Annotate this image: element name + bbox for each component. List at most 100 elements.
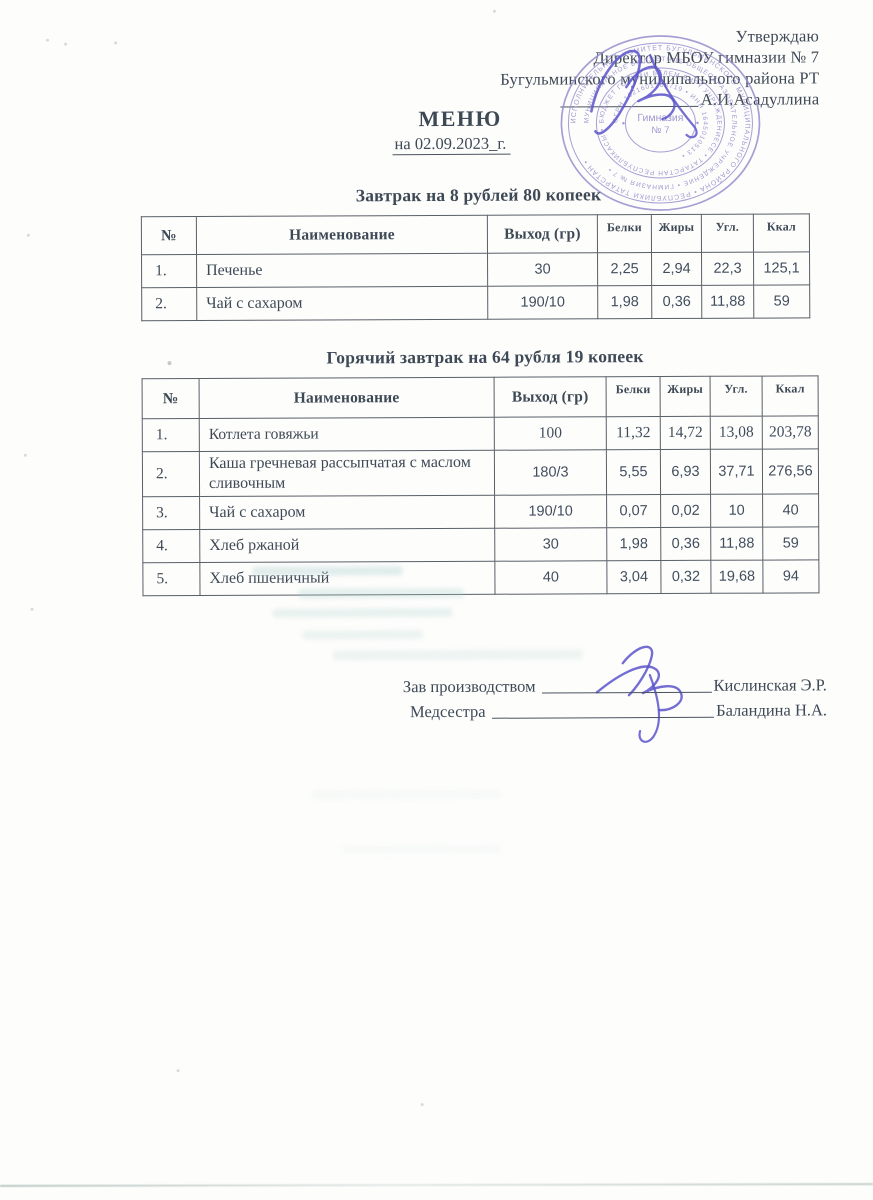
dish-name-cell: Каша гречневая рассыпчатая с маслом слив… (199, 450, 495, 497)
value-cell: 37,71 (710, 449, 763, 495)
value-cell: 0,02 (660, 494, 711, 528)
value-cell: 19,68 (710, 560, 763, 594)
value-cell: 10 (710, 494, 763, 528)
column-header: Угл. (710, 376, 763, 417)
stamp-bullet: • (622, 118, 625, 128)
value-cell: 30 (494, 527, 607, 562)
nurse-signature-row: Медсестра Баландина Н.А. (403, 695, 827, 722)
scan-smudge (311, 789, 502, 800)
column-header: Выход (гр) (494, 376, 607, 418)
value-cell: 190/10 (494, 494, 607, 529)
value-cell: 11,88 (701, 285, 754, 319)
production-manager-label: Зав производством (402, 676, 536, 697)
value-cell: 1,98 (606, 527, 661, 561)
value-cell: 3. (142, 496, 200, 530)
table-row: 4. Хлеб ржаной 30 1,98 0,36 11,88 59 (142, 526, 819, 563)
value-cell: 0,32 (660, 560, 711, 594)
column-header: № (141, 216, 197, 255)
dish-name-cell: Печенье (196, 253, 488, 288)
scan-speck (30, 607, 34, 611)
scan-smudge (298, 587, 464, 599)
value-cell: 40 (762, 493, 819, 528)
scan-speck (64, 42, 68, 46)
column-header: Угл. (701, 214, 754, 253)
dish-name-cell: Хлеб ржаной (199, 528, 495, 563)
scan-smudge (302, 630, 423, 640)
value-cell: 180/3 (494, 449, 607, 496)
scan-speck (23, 453, 27, 457)
value-cell: 4. (142, 529, 200, 563)
table-row: 5. Хлеб пшеничный 40 3,04 0,32 19,68 94 (142, 559, 819, 596)
column-header: Жиры (651, 214, 702, 253)
nurse-label: Медсестра (409, 701, 486, 722)
value-cell: 0,36 (651, 285, 702, 319)
value-cell: 11,88 (710, 527, 763, 561)
column-header: Выход (гр) (487, 214, 598, 254)
table-row: 2. Чай с сахаром 190/10 1,98 0,36 11,88 59 (141, 284, 810, 321)
column-header: Наименование (196, 215, 488, 255)
scan-smudge (272, 607, 453, 618)
stamp-center-line2: № 7 (651, 125, 669, 136)
scan-speck (492, 9, 496, 13)
value-cell: 94 (762, 559, 819, 594)
column-header: Белки (606, 376, 661, 417)
value-cell: 30 (487, 252, 598, 287)
scan-speck (46, 38, 50, 42)
value-cell: 5. (142, 562, 201, 596)
value-cell: 5,55 (606, 449, 661, 495)
value-cell: 59 (762, 526, 819, 561)
column-header: Белки (597, 214, 652, 253)
dish-name-cell: Чай с сахаром (199, 495, 495, 530)
value-cell: 14,72 (660, 416, 711, 450)
column-header: Ккал (753, 213, 810, 253)
value-cell: 100 (494, 416, 607, 451)
scan-speck (167, 361, 172, 366)
column-header: № (142, 378, 200, 419)
breakfast-table: № Наименование Выход (гр) Белки Жиры Угл. Ккал… (141, 213, 810, 321)
value-cell: 125,1 (753, 251, 810, 286)
value-cell: 11,32 (606, 416, 661, 450)
scan-speck (176, 1069, 180, 1073)
scan-smudge (252, 566, 403, 576)
stamp-bullet: • (696, 118, 699, 128)
scan-smudge (332, 649, 583, 661)
page-title: МЕНЮ (418, 105, 502, 132)
table-row: 3. Чай с сахаром 190/10 0,07 0,02 10 40 (142, 493, 819, 530)
value-cell: 40 (494, 560, 607, 595)
menu-date: на 02.09.2023_г. (392, 133, 511, 156)
scan-speck (420, 1103, 424, 1107)
hot-breakfast-table: № Наименование Выход (гр) Белки Жиры Угл. Ккал… (142, 375, 820, 596)
value-cell: 1. (141, 254, 197, 288)
value-cell: 0,36 (660, 527, 711, 561)
nurse-name: Баландина Н.А. (716, 700, 828, 720)
table-header-row: № Наименование Выход (гр) Белки Жиры Угл. Ккал (141, 213, 810, 255)
breakfast-section-title: Завтрак на 8 рублей 80 копеек (355, 184, 602, 206)
value-cell: 2. (142, 451, 200, 497)
production-manager-name: Кислинская Э.Р. (713, 675, 827, 695)
stamp-center-line1: Гимназия (637, 112, 683, 124)
value-cell: 0,07 (606, 494, 661, 528)
scan-speck (114, 41, 118, 45)
value-cell: 1. (142, 418, 200, 452)
hot-breakfast-section-title: Горячий завтрак на 64 рубля 19 копеек (326, 346, 644, 368)
table-header-row: № Наименование Выход (гр) Белки Жиры Угл. Ккал (142, 375, 819, 419)
value-cell: 22,3 (701, 252, 754, 286)
value-cell: 276,56 (762, 448, 819, 495)
scan-smudge (341, 844, 502, 855)
value-cell: 2. (141, 287, 197, 321)
value-cell: 1,98 (597, 285, 652, 319)
table-row: 1. Печенье 30 2,25 2,94 22,3 125,1 (141, 251, 810, 288)
signature-underline (491, 716, 715, 719)
table-row: 2. Каша гречневая рассыпчатая с маслом сл… (142, 448, 819, 497)
signature-underline (541, 691, 712, 694)
value-cell: 2,94 (651, 252, 702, 286)
scan-speck (26, 233, 30, 237)
value-cell: 203,78 (762, 415, 819, 450)
value-cell: 190/10 (487, 285, 598, 320)
dish-name-cell: Чай с сахаром (196, 286, 488, 321)
value-cell: 13,08 (710, 416, 763, 450)
table-row: 1. Котлета говяжьи 100 11,32 14,72 13,08 203,7… (142, 415, 819, 452)
value-cell: 59 (753, 284, 810, 319)
value-cell: 3,04 (606, 560, 661, 594)
